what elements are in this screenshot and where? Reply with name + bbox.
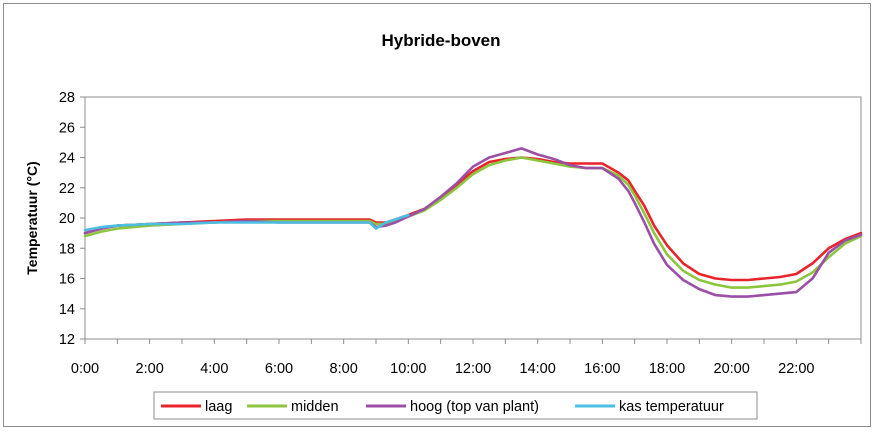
- legend-label: kas temperatuur: [619, 399, 724, 415]
- y-axis-label: Temperatuur (°C): [24, 161, 40, 274]
- y-tick-label: 14: [59, 302, 75, 318]
- series-line-midden: [83, 156, 863, 289]
- y-tick-label: 26: [59, 120, 75, 136]
- x-tick-label: 18:00: [649, 361, 685, 377]
- x-tick-label: 4:00: [200, 361, 228, 377]
- x-axis: 0:00 2:00 4:00 6:00 8:00 10:00 12:00 14:00 16:00…: [71, 339, 862, 377]
- x-tick-label: 6:00: [265, 361, 293, 377]
- y-tick-label: 18: [59, 241, 75, 257]
- x-tick-label: 14:00: [520, 361, 556, 377]
- x-tick-label: 10:00: [390, 361, 426, 377]
- y-axis: 12 14 16 18 20 22 24 26 28: [59, 90, 85, 348]
- legend-label: midden: [291, 399, 339, 415]
- x-tick-label: 8:00: [330, 361, 358, 377]
- y-tick-label: 28: [59, 90, 75, 106]
- plot-area: [84, 96, 862, 340]
- x-tick-label: 20:00: [714, 361, 750, 377]
- series-line-laag: [83, 156, 863, 282]
- series-lines: [83, 147, 863, 298]
- series-line-kas: [83, 213, 410, 232]
- x-tick-label: 12:00: [455, 361, 491, 377]
- legend-label: hoog (top van plant): [410, 399, 539, 415]
- y-tick-label: 16: [59, 272, 75, 288]
- legend-items: laag midden hoog (top van plant) kas temper…: [161, 399, 724, 415]
- chart-title: Hybride-boven: [381, 31, 500, 50]
- y-tick-label: 20: [59, 211, 75, 227]
- x-tick-label: 0:00: [71, 361, 99, 377]
- y-tick-label: 12: [59, 332, 75, 348]
- x-tick-label: 22:00: [778, 361, 814, 377]
- y-tick-label: 24: [59, 151, 75, 167]
- x-tick-label: 2:00: [136, 361, 164, 377]
- y-tick-label: 22: [59, 181, 75, 197]
- x-tick-label: 16:00: [584, 361, 620, 377]
- legend-label: laag: [205, 399, 232, 415]
